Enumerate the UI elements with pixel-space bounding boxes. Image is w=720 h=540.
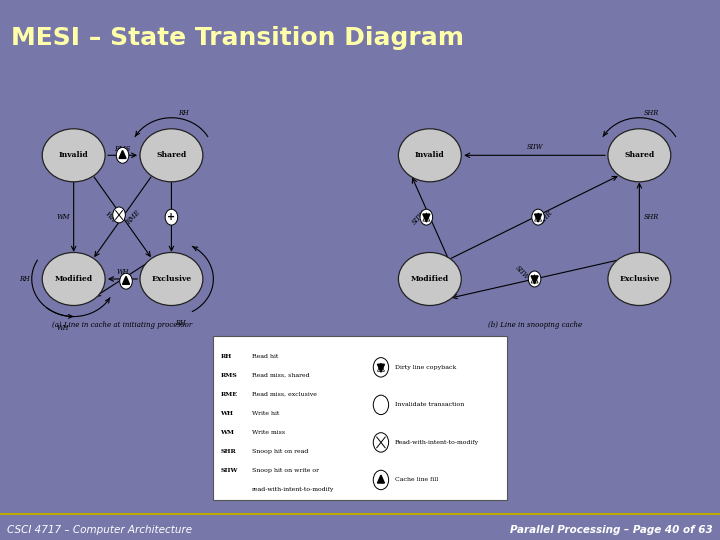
Circle shape: [532, 209, 544, 225]
Text: RME: RME: [220, 392, 238, 397]
Text: Modified: Modified: [55, 275, 93, 283]
Text: Exclusive: Exclusive: [151, 275, 192, 283]
Text: RMS: RMS: [114, 145, 130, 153]
Circle shape: [373, 470, 389, 490]
Polygon shape: [119, 151, 126, 158]
Text: MESI – State Transition Diagram: MESI – State Transition Diagram: [11, 25, 464, 50]
Text: Invalid: Invalid: [59, 151, 89, 159]
Text: RMS: RMS: [220, 373, 237, 378]
Text: RH: RH: [220, 354, 232, 359]
Polygon shape: [534, 214, 541, 222]
Text: SIIW: SIIW: [220, 468, 238, 472]
Text: WH: WH: [220, 411, 233, 416]
Text: SHR: SHR: [644, 213, 660, 221]
Text: Exclusive: Exclusive: [619, 275, 660, 283]
Text: Modified: Modified: [411, 275, 449, 283]
Polygon shape: [377, 364, 384, 372]
Text: SIIW: SIIW: [411, 208, 428, 226]
Text: RME: RME: [125, 208, 142, 226]
Text: Shared: Shared: [156, 151, 186, 159]
Text: Write hit: Write hit: [252, 411, 279, 416]
Text: RH: RH: [19, 275, 30, 283]
Text: WM: WM: [56, 213, 70, 221]
Ellipse shape: [42, 129, 105, 182]
Circle shape: [420, 209, 433, 225]
Ellipse shape: [140, 129, 203, 182]
Text: SIIW: SIIW: [526, 143, 543, 151]
Text: RH: RH: [179, 109, 189, 117]
Text: +: +: [167, 212, 176, 222]
Text: Parallel Processing – Page 40 of 63: Parallel Processing – Page 40 of 63: [510, 524, 713, 535]
Text: read-with-intent-to-modify: read-with-intent-to-modify: [252, 487, 334, 492]
Polygon shape: [423, 214, 430, 222]
Text: Snoop hit on read: Snoop hit on read: [252, 449, 308, 454]
Text: Read miss, shared: Read miss, shared: [252, 373, 310, 378]
Circle shape: [528, 271, 541, 287]
Text: WH: WH: [57, 323, 69, 332]
Text: Shared: Shared: [624, 151, 654, 159]
Circle shape: [373, 433, 389, 452]
Ellipse shape: [42, 253, 105, 306]
Text: CSCI 4717 – Computer Architecture: CSCI 4717 – Computer Architecture: [7, 524, 192, 535]
Circle shape: [120, 273, 132, 289]
Text: Snoop hit on write or: Snoop hit on write or: [252, 468, 319, 472]
Text: RH: RH: [175, 319, 186, 327]
Text: Invalidate transaction: Invalidate transaction: [395, 402, 464, 407]
Text: SHR: SHR: [539, 209, 555, 225]
Text: Dirty line copyback: Dirty line copyback: [395, 365, 456, 370]
FancyBboxPatch shape: [213, 336, 507, 500]
Text: SIIW: SIIW: [514, 264, 531, 281]
Ellipse shape: [608, 253, 671, 306]
Text: WH: WH: [117, 268, 129, 276]
Ellipse shape: [398, 129, 462, 182]
Text: Cache line fill: Cache line fill: [395, 477, 438, 482]
Circle shape: [373, 357, 389, 377]
Ellipse shape: [140, 253, 203, 306]
Text: WH: WH: [103, 210, 117, 225]
Text: WM: WM: [220, 430, 234, 435]
Polygon shape: [122, 276, 130, 284]
Polygon shape: [531, 276, 538, 284]
Text: SHR: SHR: [644, 109, 660, 117]
Text: (a) Line in cache at initiating processor: (a) Line in cache at initiating processo…: [53, 321, 193, 329]
Circle shape: [116, 147, 129, 163]
Text: Read hit: Read hit: [252, 354, 278, 359]
Text: SHR: SHR: [220, 449, 236, 454]
Text: Read-with-intent-to-modify: Read-with-intent-to-modify: [395, 440, 479, 445]
Circle shape: [165, 209, 178, 225]
Circle shape: [113, 207, 125, 223]
Text: (b) Line in snooping cache: (b) Line in snooping cache: [487, 321, 582, 329]
Polygon shape: [377, 475, 384, 483]
Text: Write miss: Write miss: [252, 430, 285, 435]
Text: Invalid: Invalid: [415, 151, 445, 159]
Ellipse shape: [608, 129, 671, 182]
Text: Read miss, exclusive: Read miss, exclusive: [252, 392, 317, 397]
Ellipse shape: [398, 253, 462, 306]
Circle shape: [373, 395, 389, 415]
